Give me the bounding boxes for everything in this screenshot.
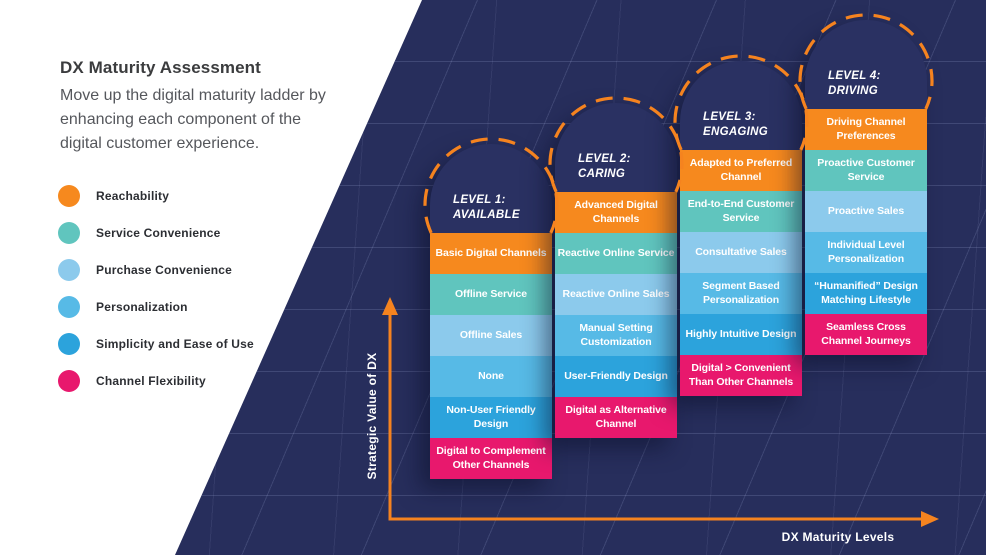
maturity-cell: Driving Channel Preferences	[805, 109, 927, 150]
legend-dot	[58, 259, 80, 281]
level-label: Level 2: Caring	[578, 153, 631, 180]
maturity-cell: End-to-End Customer Service	[680, 191, 802, 232]
maturity-cell: Adapted to Preferred Channel	[680, 150, 802, 191]
legend-dot	[58, 185, 80, 207]
page-subtitle: Move up the digital maturity ladder by e…	[60, 87, 326, 152]
level-column-1: Level 1: Available Basic Digital Channels O…	[430, 144, 552, 479]
cell-stack: Basic Digital Channels Offline Service Off…	[430, 233, 552, 479]
maturity-cell: Digital as Alternative Channel	[555, 397, 677, 438]
legend-dot	[58, 333, 80, 355]
level-column-3: Level 3: Engaging Adapted to Preferred Cha…	[680, 61, 802, 396]
legend-dot	[58, 296, 80, 318]
legend-dot	[58, 222, 80, 244]
maturity-cell: Non-User Friendly Design	[430, 397, 552, 438]
legend-item: Service Convenience	[58, 218, 254, 248]
maturity-cell: Offline Service	[430, 274, 552, 315]
legend-item: Simplicity and Ease of Use	[58, 329, 254, 359]
maturity-cell: Basic Digital Channels	[430, 233, 552, 274]
maturity-cell: Manual Setting Customization	[555, 315, 677, 356]
legend-label: Simplicity and Ease of Use	[96, 337, 254, 351]
legend-label: Reachability	[96, 189, 170, 203]
legend-dot	[58, 370, 80, 392]
maturity-cell: Highly Intuitive Design	[680, 314, 802, 355]
cell-stack: Adapted to Preferred Channel End-to-End C…	[680, 150, 802, 396]
maturity-cell: Consultative Sales	[680, 232, 802, 273]
y-axis-label: Strategic Value of DX	[365, 352, 379, 480]
maturity-cell: Seamless Cross Channel Journeys	[805, 314, 927, 355]
cell-stack: Advanced Digital Channels Reactive Online…	[555, 192, 677, 438]
level-label: Level 4: Driving	[828, 70, 881, 97]
legend-label: Channel Flexibility	[96, 374, 206, 388]
maturity-cell: User-Friendly Design	[555, 356, 677, 397]
legend: Reachability Service Convenience Purchase …	[58, 181, 254, 403]
maturity-cell: Digital to Complement Other Channels	[430, 438, 552, 479]
level-column-2: Level 2: Caring Advanced Digital Channels R…	[555, 103, 677, 438]
maturity-cell: Proactive Customer Service	[805, 150, 927, 191]
level-label: Level 1: Available	[453, 194, 520, 221]
x-axis-label: DX Maturity Levels	[781, 530, 895, 544]
maturity-cell: Reactive Online Sales	[555, 274, 677, 315]
page-title: DX Maturity Assessment	[60, 58, 261, 77]
level-column-4: Level 4: Driving Driving Channel Preferenc…	[805, 20, 927, 355]
maturity-cell: Proactive Sales	[805, 191, 927, 232]
maturity-cell: Advanced Digital Channels	[555, 192, 677, 233]
maturity-cell: Digital > Convenient Than Other Channels	[680, 355, 802, 396]
cell-stack: Driving Channel Preferences Proactive Cus…	[805, 109, 927, 355]
level-label: Level 3: Engaging	[703, 111, 769, 138]
legend-item: Reachability	[58, 181, 254, 211]
maturity-cell: Offline Sales	[430, 315, 552, 356]
maturity-cell: Reactive Online Service	[555, 233, 677, 274]
legend-item: Channel Flexibility	[58, 366, 254, 396]
legend-item: Purchase Convenience	[58, 255, 254, 285]
legend-label: Service Convenience	[96, 226, 221, 240]
legend-label: Personalization	[96, 300, 188, 314]
maturity-cell: “Humanified” Design Matching Lifestyle	[805, 273, 927, 314]
maturity-cell: Individual Level Personalization	[805, 232, 927, 273]
maturity-cell: Segment Based Personalization	[680, 273, 802, 314]
legend-label: Purchase Convenience	[96, 263, 233, 277]
legend-item: Personalization	[58, 292, 254, 322]
maturity-cell: None	[430, 356, 552, 397]
